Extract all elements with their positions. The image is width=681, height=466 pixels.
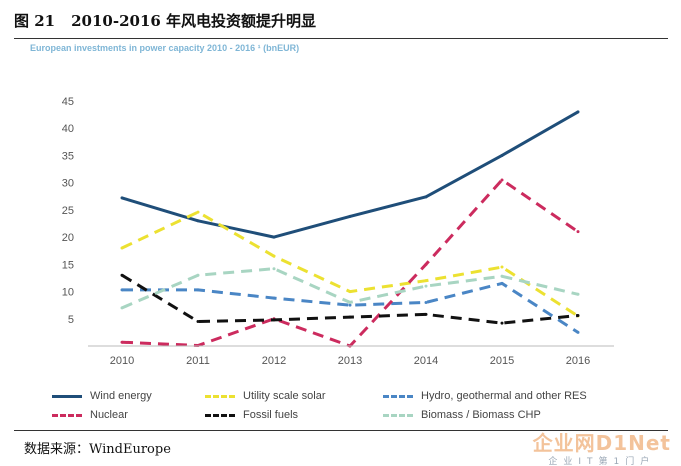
legend-swatch xyxy=(52,394,82,398)
watermark-main: 企业网D1Net xyxy=(532,431,671,455)
y-tick-label-15: 15 xyxy=(62,259,74,271)
data-point-wind-energy-2011 xyxy=(196,219,200,223)
x-tick-label-2016: 2016 xyxy=(566,355,590,367)
top-rule xyxy=(14,38,668,39)
legend-item-fossil-fuels: Fossil fuels xyxy=(205,409,298,421)
data-point-nuclear-2016 xyxy=(576,230,580,234)
data-point-hydro-geothermal-and-other-res-2013 xyxy=(348,303,352,307)
data-point-utility-scale-solar-2010 xyxy=(120,246,124,250)
data-point-wind-energy-2014 xyxy=(424,195,428,199)
data-point-hydro-geothermal-and-other-res-2012 xyxy=(272,296,276,300)
data-point-hydro-geothermal-and-other-res-2016 xyxy=(576,330,580,334)
legend-item-utility-scale-solar: Utility scale solar xyxy=(205,390,326,402)
y-tick-label-10: 10 xyxy=(62,287,74,299)
legend-item-hydro-geothermal-and-other-res: Hydro, geothermal and other RES xyxy=(383,390,587,402)
data-point-wind-energy-2010 xyxy=(120,196,124,200)
legend-item-wind-energy: Wind energy xyxy=(52,390,152,402)
legend-label: Fossil fuels xyxy=(243,409,299,421)
data-point-hydro-geothermal-and-other-res-2011 xyxy=(196,288,200,292)
y-tick-label-20: 20 xyxy=(62,232,74,244)
y-tick-label-45: 45 xyxy=(62,96,74,108)
data-point-biomass-biomass-chp-2016 xyxy=(576,292,580,296)
bottom-rule xyxy=(14,430,668,431)
data-point-fossil-fuels-2015 xyxy=(500,321,504,325)
figure-number: 图 21 xyxy=(14,12,56,30)
x-tick-label-2013: 2013 xyxy=(338,355,362,367)
source-note: 数据来源：WindEurope xyxy=(24,442,171,457)
legend-label: Wind energy xyxy=(90,390,152,402)
series-line-wind-energy xyxy=(121,110,579,239)
x-tick-label-2011: 2011 xyxy=(186,355,210,367)
x-tick-label-2014: 2014 xyxy=(414,355,438,367)
legend-label: Utility scale solar xyxy=(243,390,326,402)
figure-title: 图 21 2010-2016 年风电投资额提升明显 xyxy=(14,10,316,31)
data-point-fossil-fuels-2014 xyxy=(424,312,428,316)
legend-swatch xyxy=(383,394,413,398)
y-tick-label-5: 5 xyxy=(68,314,74,326)
data-point-biomass-biomass-chp-2013 xyxy=(348,300,352,304)
series-line-utility-scale-solar xyxy=(121,210,579,318)
data-point-fossil-fuels-2011 xyxy=(196,320,200,323)
data-point-fossil-fuels-2012 xyxy=(272,318,276,322)
data-point-nuclear-2010 xyxy=(120,340,124,344)
data-point-biomass-biomass-chp-2011 xyxy=(196,273,200,277)
chart-title: European investments in power capacity 2… xyxy=(30,43,300,53)
series-lines xyxy=(120,110,580,348)
data-point-biomass-biomass-chp-2014 xyxy=(424,284,428,288)
x-tick-label-2015: 2015 xyxy=(490,355,514,367)
y-tick-label-25: 25 xyxy=(62,205,74,217)
x-tick-label-2012: 2012 xyxy=(262,355,286,367)
legend-item-biomass-biomass-chp: Biomass / Biomass CHP xyxy=(383,409,541,421)
x-axis: 2010 2011 2012 2013 2014 2015 2016 xyxy=(88,345,614,367)
data-point-fossil-fuels-2016 xyxy=(576,314,580,318)
legend-swatch xyxy=(205,394,235,398)
data-point-utility-scale-solar-2011 xyxy=(196,210,200,214)
data-point-biomass-biomass-chp-2015 xyxy=(500,274,504,278)
legend-label: Nuclear xyxy=(90,409,128,421)
data-point-wind-energy-2013 xyxy=(348,214,352,218)
data-point-wind-energy-2016 xyxy=(576,110,580,114)
data-point-utility-scale-solar-2015 xyxy=(500,265,504,269)
data-point-fossil-fuels-2013 xyxy=(348,315,352,319)
watermark-sub: 企业IT第1门户 xyxy=(548,457,656,466)
data-point-utility-scale-solar-2012 xyxy=(272,254,276,258)
y-tick-label-35: 35 xyxy=(62,150,74,162)
data-point-nuclear-2011 xyxy=(196,343,200,347)
data-point-wind-energy-2012 xyxy=(272,235,276,239)
x-tick-label-2010: 2010 xyxy=(110,355,134,367)
y-tick-label-40: 40 xyxy=(62,123,74,135)
data-point-utility-scale-solar-2013 xyxy=(348,290,352,294)
data-point-nuclear-2015 xyxy=(500,178,504,182)
figure-title-text: 2010-2016 年风电投资额提升明显 xyxy=(71,12,317,30)
data-point-hydro-geothermal-and-other-res-2015 xyxy=(500,281,504,285)
legend-swatch xyxy=(383,413,413,417)
legend-swatch xyxy=(205,413,235,417)
legend-label: Hydro, geothermal and other RES xyxy=(421,390,587,402)
watermark-logo: 企业网D1Net 企业IT第1门户 xyxy=(533,427,671,466)
legend-label: Biomass / Biomass CHP xyxy=(421,409,541,421)
data-point-fossil-fuels-2010 xyxy=(120,273,124,277)
y-tick-label-30: 30 xyxy=(62,178,74,190)
legend-swatch xyxy=(52,413,82,417)
data-point-biomass-biomass-chp-2010 xyxy=(120,306,124,310)
data-point-utility-scale-solar-2014 xyxy=(424,279,428,283)
data-point-hydro-geothermal-and-other-res-2014 xyxy=(424,300,428,304)
data-point-hydro-geothermal-and-other-res-2010 xyxy=(120,288,124,292)
data-point-wind-energy-2015 xyxy=(500,153,504,157)
data-point-biomass-biomass-chp-2012 xyxy=(272,267,276,271)
legend-item-nuclear: Nuclear xyxy=(52,409,128,421)
y-axis: 5 10 15 20 25 30 35 40 45 xyxy=(62,96,74,326)
data-point-nuclear-2014 xyxy=(424,262,428,266)
